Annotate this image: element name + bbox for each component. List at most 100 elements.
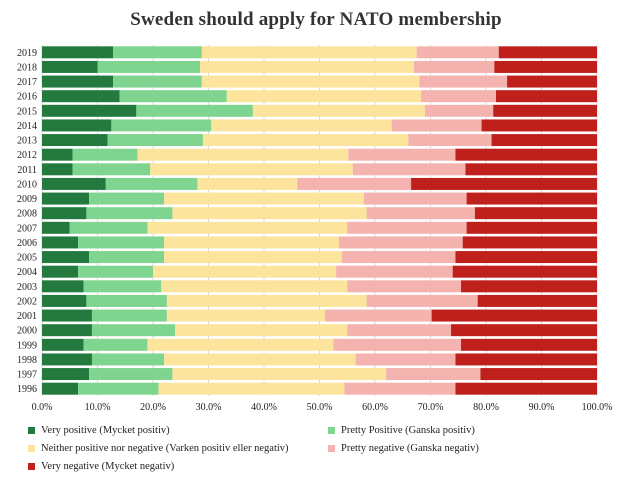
- bar-segment-2002-s2: [166, 294, 367, 307]
- x-tick-label: 100.0%: [582, 402, 613, 413]
- bar-segment-2002-s1: [86, 294, 167, 307]
- bar-segment-2017-s4: [507, 75, 597, 88]
- bar-segment-2012-s4: [455, 148, 597, 161]
- bar-segment-2016-s4: [495, 90, 597, 103]
- bar-segment-2007-s0: [42, 221, 70, 234]
- bar-segment-2015-s1: [136, 104, 253, 117]
- bar-segment-2004-s0: [42, 265, 79, 278]
- bar-segment-1999-s2: [147, 338, 334, 351]
- bar-segment-2016-s2: [226, 90, 422, 103]
- bar-segment-2006-s0: [42, 236, 79, 249]
- bar-segment-2007-s1: [69, 221, 148, 234]
- bar-segment-2012-s2: [137, 148, 349, 161]
- bar-segment-2016-s0: [42, 90, 120, 103]
- y-tick-label: 1996: [17, 384, 37, 395]
- bar-segment-2001-s0: [42, 309, 92, 322]
- bar-segment-2013-s1: [107, 134, 203, 147]
- legend-swatch: [28, 427, 35, 434]
- legend-item-very-negative: Very negative (Mycket negativ): [28, 461, 174, 472]
- bar-segment-2008-s2: [172, 207, 367, 220]
- y-tick-label: 2010: [17, 179, 37, 190]
- chart-title: Sweden should apply for NATO membership: [130, 9, 502, 30]
- bar-segment-1999-s1: [83, 338, 148, 351]
- bar-segment-2009-s3: [363, 192, 467, 205]
- y-tick-label: 2017: [17, 77, 37, 88]
- bar-segment-2013-s0: [42, 134, 108, 147]
- bar-segment-2017-s2: [201, 75, 420, 88]
- bar-segment-1998-s0: [42, 353, 92, 366]
- legend-label: Very positive (Mycket positiv): [41, 425, 170, 436]
- bar-segment-2001-s4: [431, 309, 597, 322]
- bar-segment-2014-s3: [391, 119, 482, 132]
- bar-segment-2017-s0: [42, 75, 114, 88]
- bar-segment-2012-s3: [348, 148, 456, 161]
- bar-segment-2009-s1: [89, 192, 165, 205]
- bar-segment-2012-s0: [42, 148, 73, 161]
- legend-swatch: [28, 445, 35, 452]
- bar-segment-1997-s0: [42, 368, 90, 381]
- bar-segment-2009-s0: [42, 192, 90, 205]
- bar-segment-2000-s1: [91, 324, 176, 337]
- bar-segment-2015-s4: [493, 104, 597, 117]
- x-axis-labels: 0.0% 10.0% 20.0% 30.0% 40.0% 50.0% 60.0% 70.0% 8…: [32, 402, 613, 413]
- bar-segment-2011-s4: [465, 163, 597, 176]
- x-tick-label: 30.0%: [196, 402, 222, 413]
- legend-item-neither: Neither positive nor negative (Varken po…: [28, 443, 289, 454]
- y-tick-label: 2011: [17, 165, 37, 176]
- bar-segment-2010-s0: [42, 177, 106, 190]
- bar-segment-2005-s3: [341, 251, 456, 264]
- legend-swatch: [28, 463, 35, 470]
- bar-segment-2018-s1: [97, 60, 201, 73]
- y-tick-label: 2006: [17, 238, 37, 249]
- y-tick-label: 2009: [17, 194, 37, 205]
- bar-segment-2010-s4: [411, 177, 597, 190]
- bar-segment-2004-s4: [452, 265, 597, 278]
- bar-segment-2000-s3: [347, 324, 452, 337]
- bar-segment-1997-s3: [386, 368, 481, 381]
- bar-segment-2005-s1: [89, 251, 165, 264]
- y-tick-label: 1997: [17, 370, 37, 381]
- bar-segment-1999-s4: [461, 338, 597, 351]
- bar-segment-1996-s2: [158, 382, 345, 395]
- bar-segment-2006-s3: [338, 236, 463, 249]
- bar-segment-2015-s0: [42, 104, 137, 117]
- bar-segment-2008-s3: [366, 207, 475, 220]
- y-tick-label: 2012: [17, 150, 37, 161]
- bar-segment-2011-s2: [150, 163, 353, 176]
- bar-segment-2001-s2: [166, 309, 326, 322]
- y-tick-label: 2004: [17, 267, 37, 278]
- legend-item-pretty-positive: Pretty Positive (Ganska positiv): [328, 425, 475, 436]
- bar-segment-2004-s3: [336, 265, 453, 278]
- bar-segment-1996-s4: [455, 382, 597, 395]
- y-tick-label: 1998: [17, 355, 37, 366]
- bar-segment-2000-s0: [42, 324, 92, 337]
- y-tick-label: 2001: [17, 311, 37, 322]
- x-tick-label: 80.0%: [473, 402, 499, 413]
- bar-segment-2003-s4: [461, 280, 597, 293]
- bar-segment-2018-s0: [42, 60, 98, 73]
- bar-segment-2007-s2: [147, 221, 348, 234]
- bar-segment-2014-s2: [211, 119, 392, 132]
- gridlines: [41, 45, 598, 396]
- bar-segment-2006-s2: [164, 236, 339, 249]
- x-tick-label: 40.0%: [251, 402, 277, 413]
- legend-label: Pretty Positive (Ganska positiv): [341, 425, 475, 436]
- bar-segment-2005-s0: [42, 251, 90, 264]
- bar-segment-2015-s2: [252, 104, 425, 117]
- bar-segment-2011-s1: [72, 163, 151, 176]
- bar-segment-2008-s1: [86, 207, 173, 220]
- bar-segment-1996-s1: [78, 382, 159, 395]
- bar-segment-2007-s4: [466, 221, 597, 234]
- bar-segment-2004-s2: [153, 265, 337, 278]
- bar-segment-2010-s1: [105, 177, 198, 190]
- legend-label: Neither positive nor negative (Varken po…: [41, 443, 289, 454]
- bar-segment-2015-s3: [424, 104, 494, 117]
- bar-segment-1996-s0: [42, 382, 79, 395]
- x-tick-label: 0.0%: [32, 402, 53, 413]
- bar-segment-2016-s1: [119, 90, 227, 103]
- y-tick-label: 2014: [17, 121, 37, 132]
- bar-segment-1997-s2: [172, 368, 387, 381]
- bar-segment-2001-s3: [325, 309, 432, 322]
- bar-segment-2010-s3: [297, 177, 412, 190]
- bar-segment-2002-s0: [42, 294, 87, 307]
